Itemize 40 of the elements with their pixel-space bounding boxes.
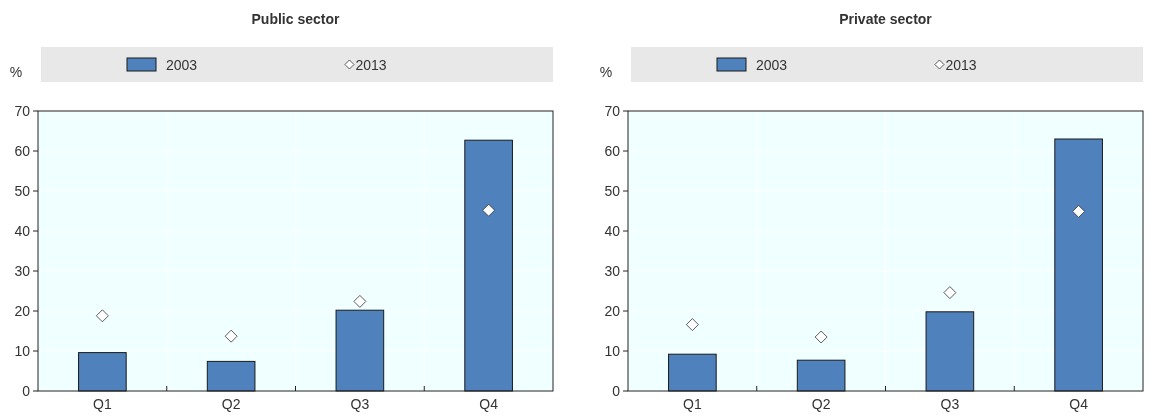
y-tick-label: 30 [14,263,31,279]
y-tick-label: 60 [604,143,621,159]
point [1072,205,1086,218]
y-tick-label: 30 [604,263,621,279]
chart-title: Private sector [839,11,933,27]
chart-title: Public sector [251,11,341,27]
y-axis-title: % [9,64,23,80]
y-tick-label: 70 [604,103,621,119]
x-tick-label: Q1 [93,396,112,412]
x-tick-label: Q4 [1069,396,1089,412]
x-tick-label: Q1 [683,396,702,412]
point [95,309,109,323]
x-tick-label: Q4 [479,396,499,412]
x-tick-label: Q3 [940,396,960,412]
y-tick-label: 20 [604,303,621,319]
point [353,295,367,308]
point [814,330,828,344]
y-tick-label: 40 [604,223,621,239]
y-tick-label: 10 [604,343,621,359]
point [482,203,496,217]
x-tick-label: Q2 [811,396,831,412]
y-axis-title: % [599,64,613,80]
y-tick-label: 60 [14,143,31,159]
y-tick-label: 0 [612,383,621,399]
point [224,329,238,343]
y-tick-label: 40 [14,223,31,239]
point [685,318,699,331]
y-tick-label: 50 [14,183,31,199]
point [943,286,957,299]
x-tick-label: Q3 [350,396,370,412]
legend-label: 2013 [355,57,387,73]
legend-label: 2013 [945,57,977,73]
legend-label: 2003 [756,57,788,73]
y-tick-label: 20 [14,303,31,319]
legend-label: 2003 [166,57,198,73]
y-tick-label: 0 [22,383,31,399]
x-tick-label: Q2 [221,396,241,412]
y-tick-label: 50 [604,183,621,199]
y-tick-label: 10 [14,343,31,359]
y-tick-label: 70 [14,103,31,119]
